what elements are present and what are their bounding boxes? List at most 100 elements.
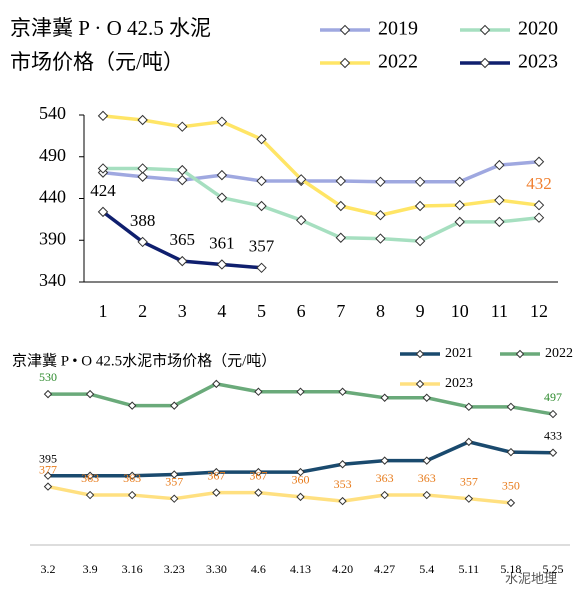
data-label: 353	[334, 477, 352, 491]
point-marker	[127, 471, 137, 480]
legend-label: 2019	[378, 18, 418, 40]
x-tick-label: 5	[257, 301, 266, 321]
point-marker	[533, 156, 545, 167]
legend-marker	[415, 349, 425, 359]
point-marker	[548, 409, 558, 419]
point-marker	[43, 471, 53, 480]
data-label: 424	[90, 181, 116, 200]
point-marker	[422, 490, 431, 500]
point-marker	[177, 174, 188, 186]
point-marker	[43, 482, 53, 491]
x-tick-label: 6	[297, 301, 306, 321]
legend-label: 2021	[445, 346, 473, 361]
point-marker	[335, 175, 347, 187]
legend-label: 2022	[545, 346, 573, 361]
point-marker	[295, 174, 307, 185]
legend-marker	[415, 379, 425, 389]
point-marker	[85, 471, 95, 480]
legend-label: 2023	[518, 51, 558, 73]
point-marker	[216, 192, 228, 203]
point-marker	[494, 216, 505, 228]
data-label: 433	[544, 429, 562, 443]
point-marker	[177, 121, 188, 132]
chart-title: 京津冀 P • O 42.5水泥市场价格（元/吨）	[12, 352, 276, 369]
series-line	[102, 114, 540, 217]
data-label: 363	[418, 471, 436, 485]
chart-title: 京津冀 P · O 42.5 水泥	[10, 16, 211, 40]
x-tick-label: 4.6	[251, 562, 266, 576]
point-marker	[422, 456, 431, 465]
point-marker	[375, 176, 386, 188]
x-tick-label: 5.4	[419, 562, 434, 576]
point-marker	[335, 232, 347, 243]
data-label: 365	[170, 230, 196, 249]
point-marker	[506, 498, 516, 508]
series-line	[47, 484, 512, 505]
point-marker	[296, 387, 305, 396]
data-label: 497	[544, 390, 562, 404]
point-marker	[254, 467, 263, 477]
data-label: 367	[249, 468, 267, 482]
point-marker	[454, 199, 465, 211]
y-tick-label: 490	[39, 145, 66, 165]
x-tick-label: 3	[178, 301, 187, 321]
point-marker	[494, 194, 505, 206]
x-tick-label: 3.9	[83, 562, 98, 576]
point-marker	[506, 402, 516, 412]
data-label: 377	[39, 462, 57, 476]
data-label: 432	[526, 174, 552, 193]
legend-label: 2020	[518, 18, 558, 40]
point-marker	[216, 169, 228, 181]
point-marker	[177, 255, 188, 267]
point-marker	[422, 393, 431, 402]
data-label: 357	[460, 474, 478, 488]
chart-subtitle: 市场价格（元/吨）	[10, 50, 184, 74]
x-tick-label: 5.18	[500, 562, 521, 576]
point-marker	[127, 401, 137, 410]
point-marker	[380, 393, 389, 402]
legend-label: 2023	[445, 376, 473, 391]
data-label: 357	[249, 237, 275, 256]
point-marker	[506, 447, 516, 457]
point-marker	[177, 164, 188, 176]
point-marker	[296, 492, 305, 502]
x-tick-label: 4.20	[332, 562, 353, 576]
data-label: 350	[502, 479, 520, 493]
data-label: 361	[209, 233, 235, 252]
y-tick-label: 340	[39, 270, 66, 290]
legend-marker	[479, 57, 491, 69]
x-tick-label: 4.13	[290, 562, 311, 576]
watermark: 水泥地理	[505, 571, 557, 586]
data-label: 363	[123, 471, 141, 485]
point-marker	[254, 387, 263, 396]
point-marker	[256, 175, 267, 187]
data-label: 388	[130, 211, 156, 230]
point-marker	[170, 494, 179, 503]
point-marker	[97, 163, 109, 174]
point-marker	[464, 494, 474, 503]
x-tick-label: 9	[416, 301, 425, 321]
point-marker	[170, 470, 179, 479]
point-marker	[464, 402, 474, 412]
point-marker	[375, 233, 386, 244]
point-marker	[533, 199, 545, 211]
point-marker	[216, 116, 228, 127]
point-marker	[137, 163, 148, 174]
point-marker	[338, 387, 347, 396]
x-tick-label: 10	[451, 301, 469, 321]
point-marker	[85, 389, 95, 399]
data-label: 360	[292, 473, 310, 487]
point-marker	[295, 215, 307, 226]
x-tick-label: 11	[491, 301, 508, 321]
point-marker	[454, 176, 465, 188]
point-marker	[335, 200, 347, 212]
point-marker	[338, 496, 347, 506]
point-marker	[548, 448, 558, 457]
x-tick-label: 7	[336, 301, 345, 321]
x-tick-label: 4	[217, 301, 226, 321]
y-tick-label: 540	[39, 103, 66, 123]
point-marker	[256, 200, 267, 212]
point-marker	[414, 200, 426, 212]
point-marker	[43, 389, 53, 399]
